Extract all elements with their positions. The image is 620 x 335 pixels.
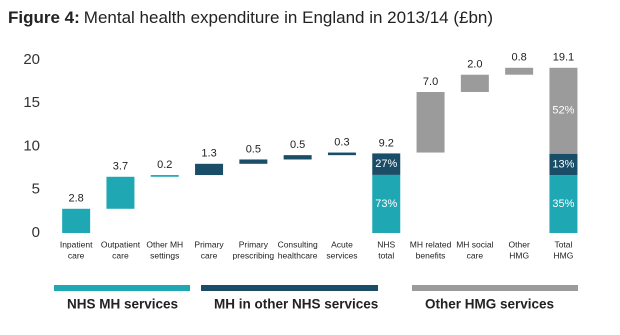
legend-swatch <box>201 285 378 291</box>
bar <box>460 74 489 93</box>
total-segment <box>549 175 578 233</box>
x-tick-label: Total <box>554 239 572 249</box>
x-tick-label: Acute <box>331 239 353 249</box>
value-label: 0.5 <box>290 139 305 151</box>
legend-swatch <box>412 285 578 291</box>
title-text: Mental health expenditure in England in … <box>84 8 493 27</box>
share-label: 52% <box>552 105 574 117</box>
share-label: 73% <box>375 198 397 210</box>
legend-swatch <box>54 285 190 291</box>
x-tick-label: Consulting <box>278 239 318 249</box>
x-tick-label: Primary <box>194 239 224 249</box>
x-tick-label: MH related <box>410 239 452 249</box>
x-tick-label: HMG <box>554 250 574 260</box>
x-tick-label: care <box>467 250 484 260</box>
x-tick-label: total <box>378 250 394 260</box>
value-label: 1.3 <box>201 148 216 160</box>
value-label: 0.2 <box>157 159 172 171</box>
share-label: 27% <box>375 158 397 170</box>
value-label: 3.7 <box>113 161 128 173</box>
bar <box>62 208 91 233</box>
bar <box>505 67 534 75</box>
x-tick-label: care <box>68 250 85 260</box>
bar <box>327 152 356 156</box>
total-segment <box>372 174 401 233</box>
value-label: 0.5 <box>246 143 261 155</box>
y-tick-label: 5 <box>32 181 40 198</box>
x-tick-label: Primary <box>239 239 269 249</box>
total-segment <box>549 67 578 154</box>
legend-label: Other HMG services <box>425 297 554 312</box>
value-label: 19.1 <box>553 52 574 64</box>
value-label: 9.2 <box>379 137 394 149</box>
bar <box>195 163 224 176</box>
x-tick-label: MH social <box>456 239 493 249</box>
bar <box>239 159 268 164</box>
x-tick-label: Outpatient <box>101 239 141 249</box>
y-tick-label: 20 <box>23 51 40 68</box>
value-label: 2.8 <box>69 193 84 205</box>
x-tick-label: settings <box>150 250 179 260</box>
x-tick-label: prescribing <box>233 250 275 260</box>
bar <box>150 175 179 177</box>
x-tick-label: Other <box>509 239 530 249</box>
title-label: Figure 4: <box>8 8 80 27</box>
x-tick-label: benefits <box>416 250 446 260</box>
bar <box>106 176 135 209</box>
x-tick-label: Other MH <box>146 239 183 249</box>
bar <box>283 155 312 160</box>
value-label: 2.0 <box>467 59 482 71</box>
y-tick-label: 15 <box>23 94 40 111</box>
x-tick-label: care <box>201 250 218 260</box>
chart-title: Figure 4: Mental health expenditure in En… <box>8 8 493 27</box>
value-label: 0.3 <box>334 136 349 148</box>
value-label: 0.8 <box>512 52 527 64</box>
value-label: 7.0 <box>423 76 438 88</box>
legend-label: MH in other NHS services <box>214 297 378 312</box>
bar <box>416 92 445 153</box>
x-tick-label: Inpatient <box>60 239 93 249</box>
x-tick-label: NHS <box>377 239 395 249</box>
x-tick-label: healthcare <box>278 250 318 260</box>
y-tick-label: 10 <box>23 137 40 154</box>
share-label: 13% <box>552 158 574 170</box>
y-tick-label: 0 <box>32 224 40 241</box>
share-label: 35% <box>552 198 574 210</box>
total-segment <box>549 153 578 176</box>
total-segment <box>372 153 401 175</box>
x-tick-label: HMG <box>509 250 529 260</box>
legend-label: NHS MH services <box>67 297 178 312</box>
x-tick-label: care <box>112 250 129 260</box>
x-tick-label: services <box>326 250 357 260</box>
